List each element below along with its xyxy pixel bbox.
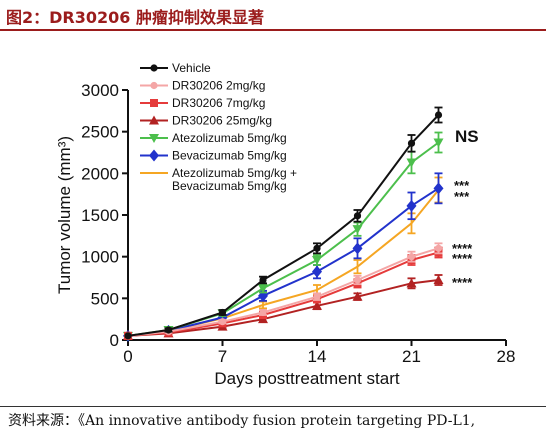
- series-line-3: [127, 279, 439, 337]
- y-tick-label: 1000: [81, 248, 119, 267]
- title-divider: [0, 29, 546, 31]
- significance-label: ****: [452, 251, 473, 266]
- legend-marker: [150, 99, 158, 107]
- y-tick-label: 500: [91, 289, 119, 308]
- data-point: [259, 308, 267, 317]
- significance-label: ***: [454, 189, 470, 204]
- legend-label: DR30206 7mg/kg: [172, 96, 265, 110]
- source-divider: [0, 406, 546, 407]
- x-axis-label: Days posttreatment start: [214, 369, 399, 388]
- legend-label: Bevacizumab 5mg/kg: [172, 149, 287, 163]
- data-point: [353, 276, 362, 284]
- x-tick-label: 7: [218, 347, 227, 366]
- x-tick-label: 28: [497, 347, 516, 366]
- data-point: [259, 276, 267, 284]
- tumor-volume-chart: 0 500 1000 1500 2000 2500 3000 0 7 14 21 28 Days pos…: [55, 61, 516, 388]
- data-point: [406, 158, 417, 168]
- legend-marker: [150, 64, 158, 72]
- data-point: [407, 139, 416, 147]
- series-line-0: [127, 114, 440, 337]
- data-point: [312, 265, 322, 278]
- legend-label: Bevacizumab 5mg/kg: [172, 179, 287, 193]
- x-tick-label: 0: [123, 347, 132, 366]
- legend-label: Atezolizumab 5mg/kg: [172, 131, 287, 145]
- data-point: [312, 300, 322, 310]
- data-point: [353, 212, 362, 220]
- source-note: 资料来源：《An innovative antibody fusion prot…: [8, 413, 476, 429]
- figure-title: 图2：DR30206 肿瘤抑制效果显著: [6, 8, 264, 27]
- data-point: [313, 244, 321, 252]
- x-tick-label: 21: [402, 347, 421, 366]
- legend-marker: [149, 149, 159, 162]
- legend-label: DR30206 25mg/kg: [172, 114, 272, 128]
- x-tick-label: 14: [308, 347, 327, 366]
- data-point: [433, 138, 444, 148]
- data-point: [218, 308, 227, 317]
- data-point: [258, 284, 268, 294]
- data-point: [433, 275, 444, 284]
- data-point: [434, 244, 443, 252]
- significance-label: ****: [452, 241, 473, 256]
- legend-marker: [150, 81, 158, 90]
- data-point: [218, 318, 227, 326]
- y-tick-label: 2000: [81, 164, 119, 183]
- legend-label: Atezolizumab 5mg/kg +: [172, 166, 297, 180]
- data-point: [124, 332, 132, 340]
- significance-label: ***: [454, 178, 470, 193]
- y-axis-label: Tumor volume (mm³): [55, 136, 74, 294]
- series-line-5: [127, 187, 440, 337]
- data-point: [312, 256, 322, 265]
- data-point: [352, 291, 363, 301]
- data-point: [406, 199, 417, 212]
- data-point: [407, 253, 416, 261]
- series-line-1: [127, 247, 439, 337]
- significance-label: ****: [452, 275, 473, 290]
- legend-marker: [149, 115, 159, 125]
- legend-label: Vehicle: [172, 61, 211, 75]
- data-point: [433, 182, 444, 195]
- data-point: [313, 293, 321, 301]
- legend-marker: [149, 134, 159, 143]
- y-tick-label: 3000: [81, 81, 119, 100]
- y-tick-label: 1500: [81, 206, 119, 225]
- data-point: [164, 326, 173, 334]
- significance-label: NS: [455, 127, 479, 146]
- y-tick-label: 2500: [81, 123, 119, 142]
- legend-label: DR30206 2mg/kg: [172, 79, 265, 93]
- y-tick-label: 0: [110, 331, 119, 350]
- data-point: [352, 225, 363, 235]
- data-point: [406, 278, 417, 288]
- data-point: [352, 242, 363, 255]
- data-point: [434, 111, 443, 119]
